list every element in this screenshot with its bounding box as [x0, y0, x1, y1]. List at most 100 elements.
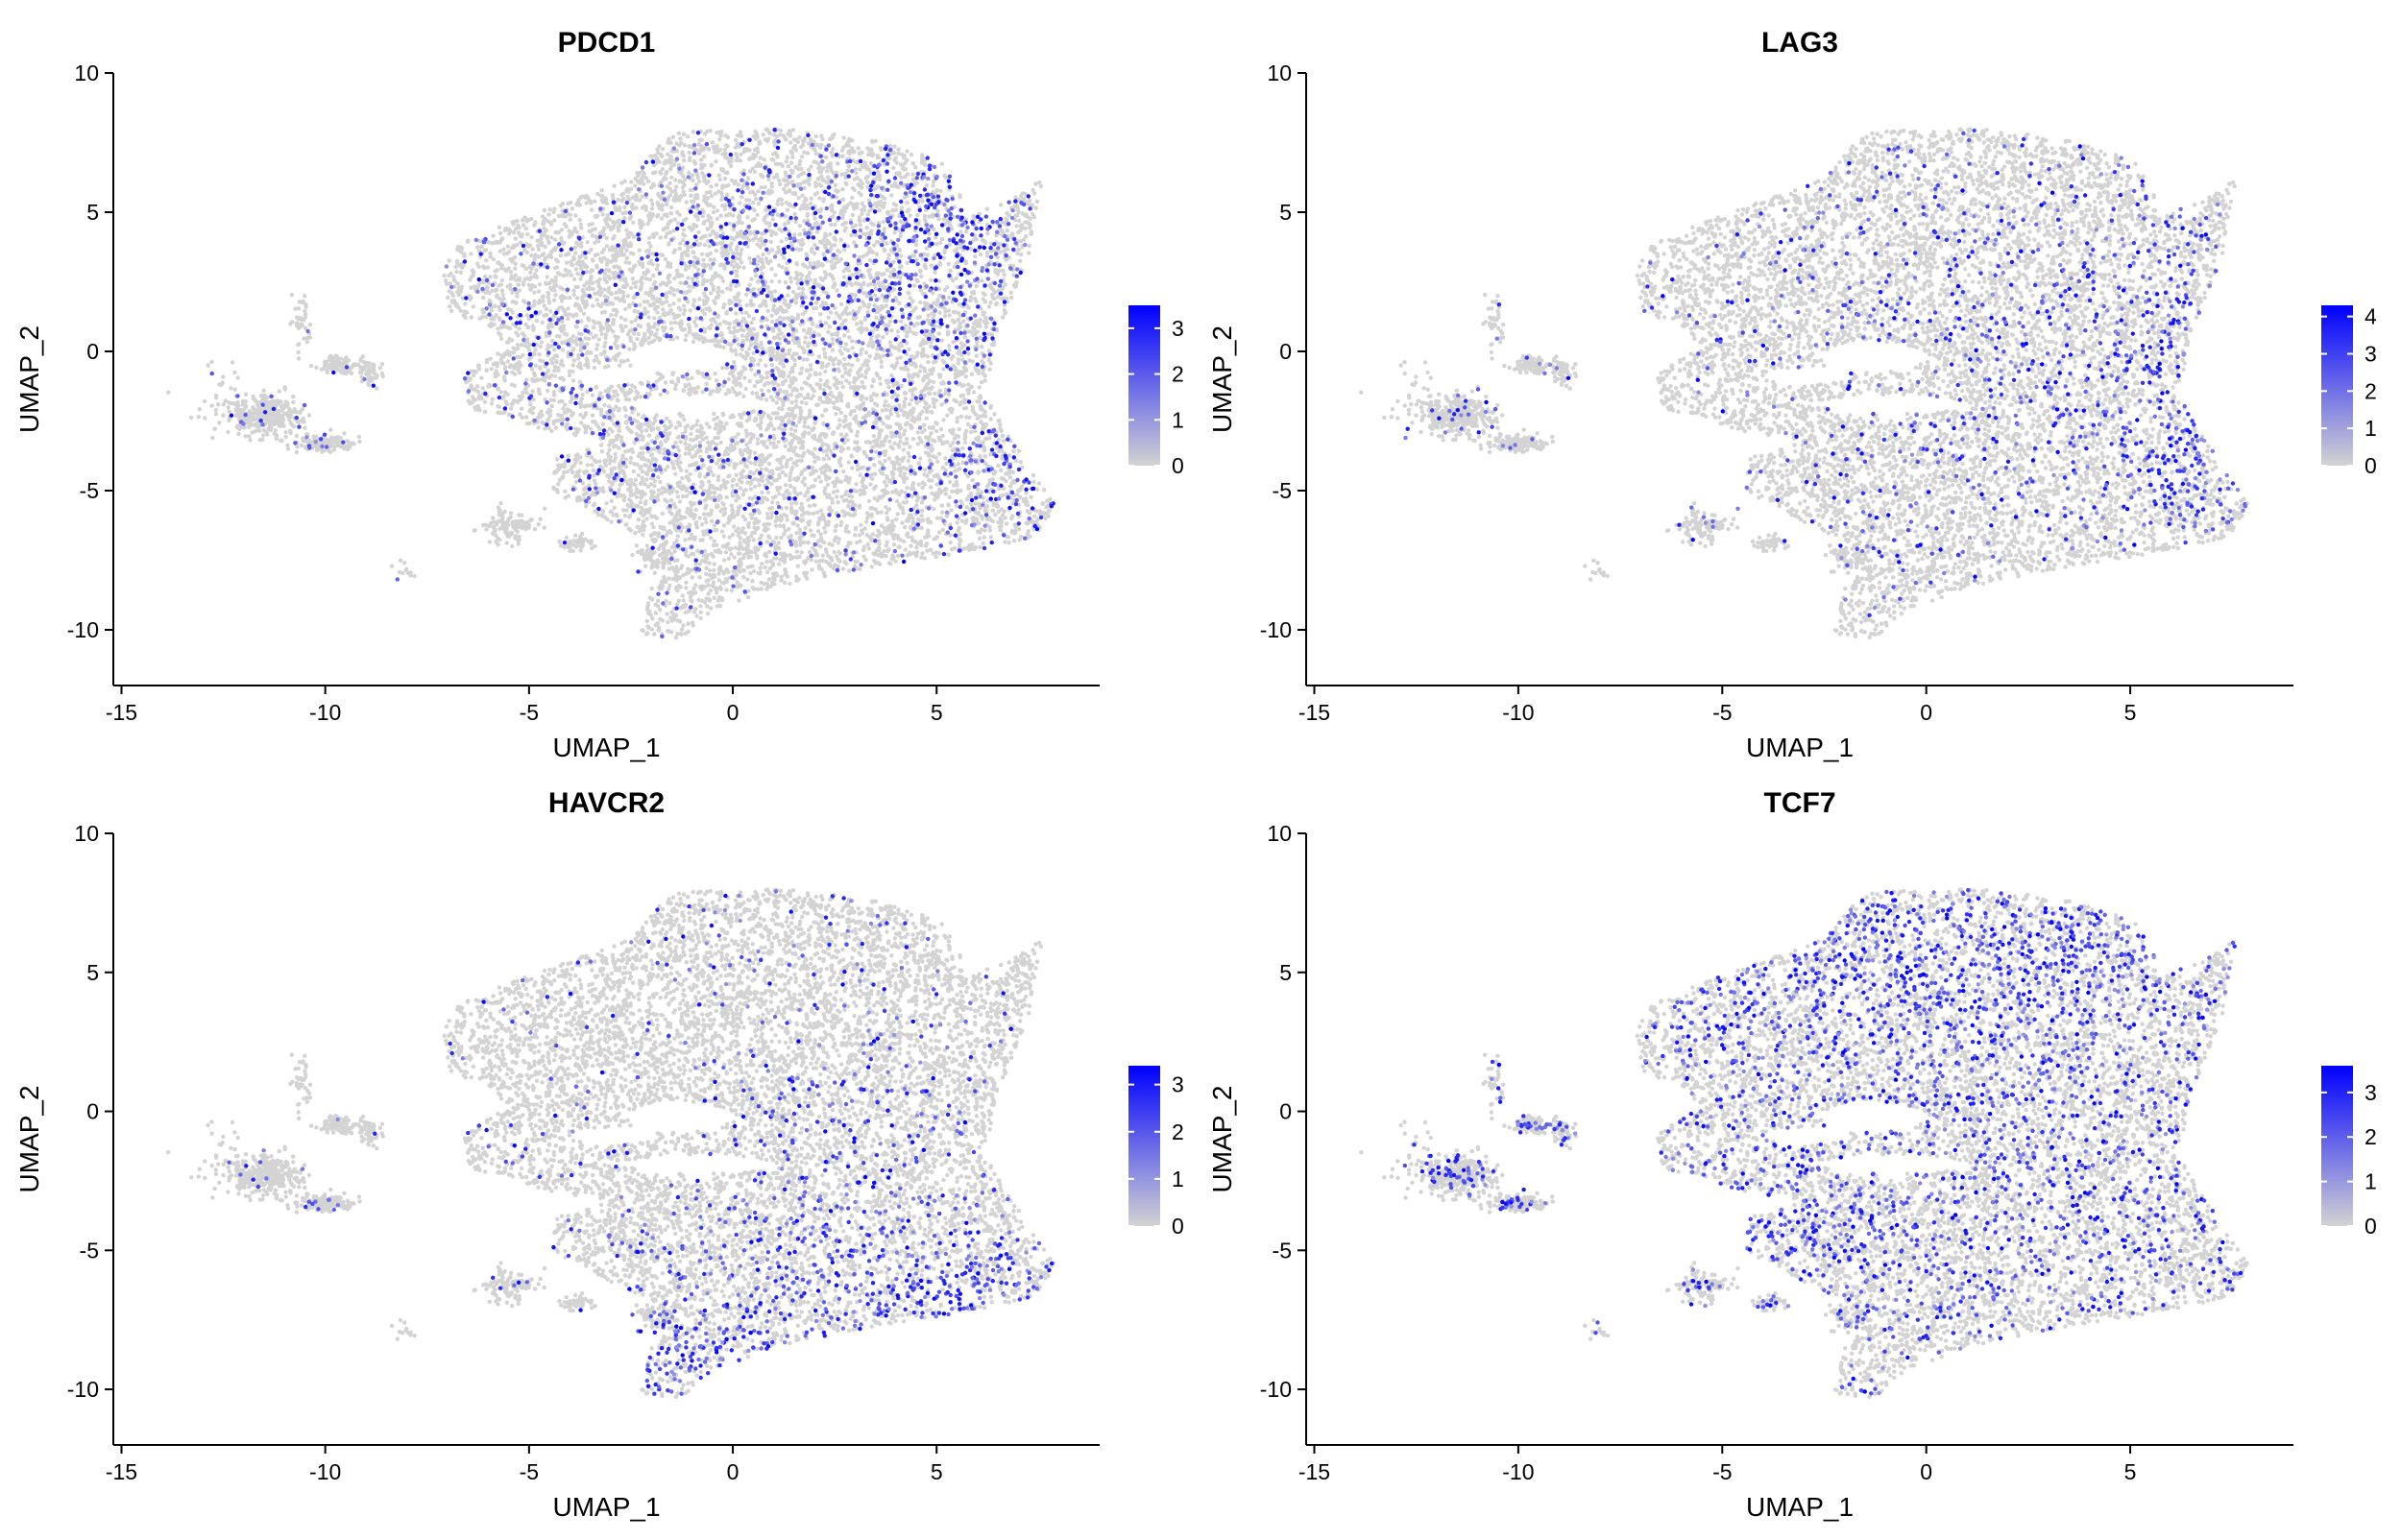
cell-point	[833, 222, 837, 227]
cell-point	[809, 367, 813, 372]
cell-point	[993, 512, 998, 517]
cell-point	[609, 313, 614, 318]
cell-point	[919, 525, 924, 531]
cell-point	[678, 529, 684, 534]
cell-point	[671, 250, 676, 255]
cell-point	[677, 465, 682, 470]
cell-point	[1038, 183, 1044, 189]
cell-point	[853, 377, 858, 382]
cell-point	[559, 228, 564, 232]
cell-point	[640, 194, 644, 199]
cell-point	[748, 229, 753, 235]
cell-point	[877, 541, 882, 546]
cell-point	[523, 415, 529, 420]
cell-point	[858, 305, 862, 310]
cell-point	[798, 405, 803, 411]
cell-point	[820, 399, 825, 404]
cell-point	[908, 213, 912, 218]
cell-point	[885, 415, 891, 421]
cell-point	[700, 171, 705, 176]
cell-point	[918, 364, 924, 369]
cell-point	[649, 452, 655, 457]
cell-point	[690, 375, 694, 380]
cell-point	[909, 464, 913, 469]
cell-point	[532, 302, 537, 307]
cell-point	[525, 421, 530, 426]
cell-point	[705, 278, 710, 283]
cell-point	[741, 568, 746, 573]
cell-point	[843, 414, 848, 419]
cell-point	[669, 326, 674, 331]
cell-point	[645, 631, 650, 636]
cell-point	[805, 211, 810, 217]
cell-point	[941, 418, 946, 422]
cell-point	[940, 465, 945, 470]
cell-point	[613, 451, 618, 457]
cell-point	[946, 392, 952, 397]
cell-point	[565, 421, 570, 427]
cell-point	[655, 371, 660, 376]
cell-point	[730, 235, 735, 241]
cell-point	[646, 433, 652, 438]
cell-point	[868, 482, 873, 487]
cell-point	[798, 542, 803, 547]
cell-point	[719, 330, 724, 336]
cell-point	[860, 347, 864, 351]
cell-point	[643, 277, 648, 281]
cell-point	[913, 553, 919, 559]
cell-point	[689, 431, 693, 437]
cell-point	[958, 229, 963, 234]
cell-point	[617, 428, 621, 433]
cell-point	[685, 423, 691, 428]
cell-point	[681, 598, 686, 603]
cell-point	[974, 353, 979, 358]
cell-point	[708, 392, 713, 397]
cell-point	[980, 345, 984, 349]
cell-point	[591, 468, 596, 473]
cell-point	[500, 292, 505, 298]
cell-point	[836, 541, 841, 545]
cell-point	[970, 478, 975, 483]
cell-point	[794, 260, 799, 266]
cell-point	[730, 532, 736, 538]
cell-point	[553, 257, 559, 262]
cell-point	[858, 223, 862, 228]
cell-point	[736, 182, 740, 187]
cell-point	[688, 507, 692, 512]
cell-point	[591, 303, 595, 308]
cell-point	[782, 222, 788, 227]
cell-point	[676, 420, 681, 425]
cell-point	[546, 253, 551, 259]
cell-point	[905, 260, 909, 265]
cell-point	[484, 368, 489, 373]
cell-point	[844, 181, 849, 187]
cell-point	[666, 619, 670, 625]
cell-point	[799, 273, 805, 277]
cell-point	[904, 499, 909, 505]
cell-point	[771, 139, 777, 145]
cell-point	[814, 382, 819, 387]
cell-point	[563, 402, 568, 407]
cell-point	[600, 212, 605, 217]
cell-point	[748, 469, 753, 474]
cell-point	[769, 156, 775, 162]
cell-point	[901, 367, 907, 372]
cell-point	[764, 138, 770, 144]
cell-point	[837, 418, 842, 422]
cell-point	[684, 216, 689, 222]
cell-point	[862, 451, 867, 456]
cell-point	[628, 363, 633, 368]
cell-point	[741, 575, 746, 580]
cell-point	[763, 184, 767, 190]
cell-point	[721, 571, 726, 576]
cell-point	[552, 365, 558, 370]
cell-point	[969, 372, 975, 376]
cell-point	[508, 406, 514, 411]
cell-point	[764, 559, 769, 565]
cell-point	[675, 376, 681, 381]
cell-point	[779, 239, 784, 244]
cell-point	[545, 275, 549, 279]
cell-point	[808, 408, 812, 413]
cell-point	[929, 263, 934, 268]
cell-point	[828, 272, 833, 277]
